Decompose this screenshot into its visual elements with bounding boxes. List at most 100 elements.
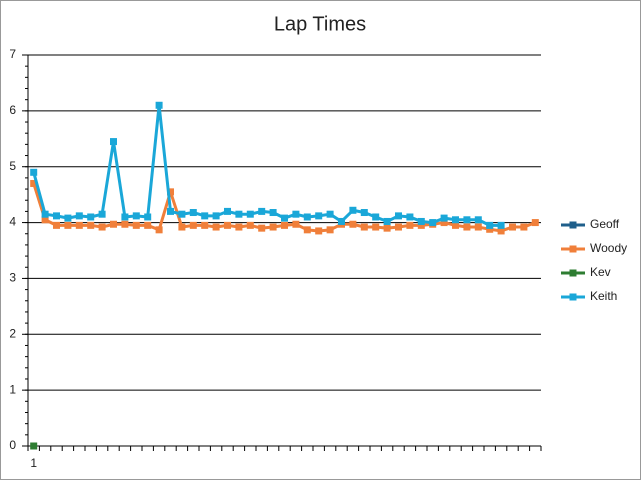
series-marker <box>224 221 231 229</box>
y-tick-label: 2 <box>9 326 16 340</box>
series-marker <box>98 210 106 218</box>
series-marker <box>178 223 186 231</box>
series-marker <box>360 209 368 217</box>
chart-title: Lap Times <box>274 13 366 35</box>
y-tick-label: 3 <box>9 271 16 285</box>
series-marker <box>98 223 106 231</box>
series-marker <box>303 213 311 221</box>
x-tick-label: 1 <box>30 456 37 470</box>
series-marker <box>406 213 414 221</box>
series-marker <box>497 227 505 235</box>
series-marker <box>474 216 482 224</box>
series-marker <box>281 214 288 222</box>
series-marker <box>75 212 83 220</box>
series-marker <box>417 217 425 225</box>
series-marker <box>372 213 380 221</box>
series-marker <box>224 207 231 215</box>
series-marker <box>520 223 528 231</box>
legend-marker <box>569 293 577 301</box>
series-marker <box>75 221 83 229</box>
series-marker <box>486 221 494 229</box>
series-marker <box>326 226 334 234</box>
series-marker <box>41 216 49 224</box>
series-marker <box>167 188 174 196</box>
series-marker <box>30 179 38 187</box>
series-marker <box>360 223 368 231</box>
series-marker <box>144 213 152 221</box>
series-marker <box>64 221 72 229</box>
series-marker <box>349 206 357 214</box>
series-marker <box>87 221 95 229</box>
series-marker <box>110 138 117 146</box>
series-marker <box>474 223 482 231</box>
series-marker <box>315 227 323 235</box>
series-marker <box>178 210 186 218</box>
series-marker <box>292 220 300 228</box>
series-marker <box>144 221 152 229</box>
series-marker <box>235 210 243 218</box>
series-marker <box>395 212 402 220</box>
series-marker <box>292 210 300 218</box>
series-marker <box>452 221 459 229</box>
series-marker <box>349 220 357 228</box>
series-marker <box>121 213 129 221</box>
series-marker <box>53 212 60 220</box>
series-marker <box>463 216 471 224</box>
y-tick-label: 1 <box>9 382 16 396</box>
y-tick-label: 6 <box>9 103 16 117</box>
series-marker <box>452 216 459 224</box>
y-tick-label: 7 <box>9 47 16 61</box>
series-marker <box>167 207 174 215</box>
series-marker <box>121 220 129 228</box>
series-marker <box>463 223 471 231</box>
legend-label: Woody <box>590 241 627 255</box>
series-marker <box>269 209 277 217</box>
legend-label: Keith <box>590 289 617 303</box>
series-marker <box>383 224 391 232</box>
series-marker <box>326 210 334 218</box>
series-marker <box>406 221 414 229</box>
series-marker <box>155 226 163 234</box>
series-marker <box>212 223 220 231</box>
series-marker <box>30 442 38 450</box>
legend-label: Geoff <box>590 217 620 231</box>
series-marker <box>429 219 437 227</box>
series-marker <box>486 225 494 233</box>
series-marker <box>440 219 448 227</box>
series-marker <box>315 212 323 220</box>
series-marker <box>235 223 243 231</box>
legend-marker <box>569 269 577 277</box>
series-marker <box>132 221 140 229</box>
series-marker <box>30 168 38 176</box>
series-marker <box>155 101 163 109</box>
series-marker <box>87 213 95 221</box>
legend-marker <box>569 221 577 229</box>
series-marker <box>372 223 380 231</box>
series-marker <box>509 223 516 231</box>
y-tick-label: 4 <box>9 215 16 229</box>
y-tick-label: 0 <box>9 438 16 452</box>
series-marker <box>201 212 209 220</box>
series-marker <box>258 224 266 232</box>
series-marker <box>132 212 140 220</box>
series-marker <box>417 221 425 229</box>
series-marker <box>189 221 197 229</box>
series-marker <box>41 210 49 218</box>
series-marker <box>497 221 505 229</box>
series-marker <box>189 209 197 217</box>
series-marker <box>110 220 117 228</box>
series-marker <box>281 221 288 229</box>
series-marker <box>201 221 209 229</box>
series-marker <box>53 221 60 229</box>
series-marker <box>269 223 277 231</box>
series-marker <box>440 214 448 222</box>
series-marker <box>246 221 254 229</box>
series-marker <box>531 219 539 227</box>
legend-marker <box>569 245 577 253</box>
y-tick-label: 5 <box>9 159 16 173</box>
series-marker <box>258 207 266 215</box>
series-marker <box>395 223 402 231</box>
series-marker <box>64 214 72 222</box>
